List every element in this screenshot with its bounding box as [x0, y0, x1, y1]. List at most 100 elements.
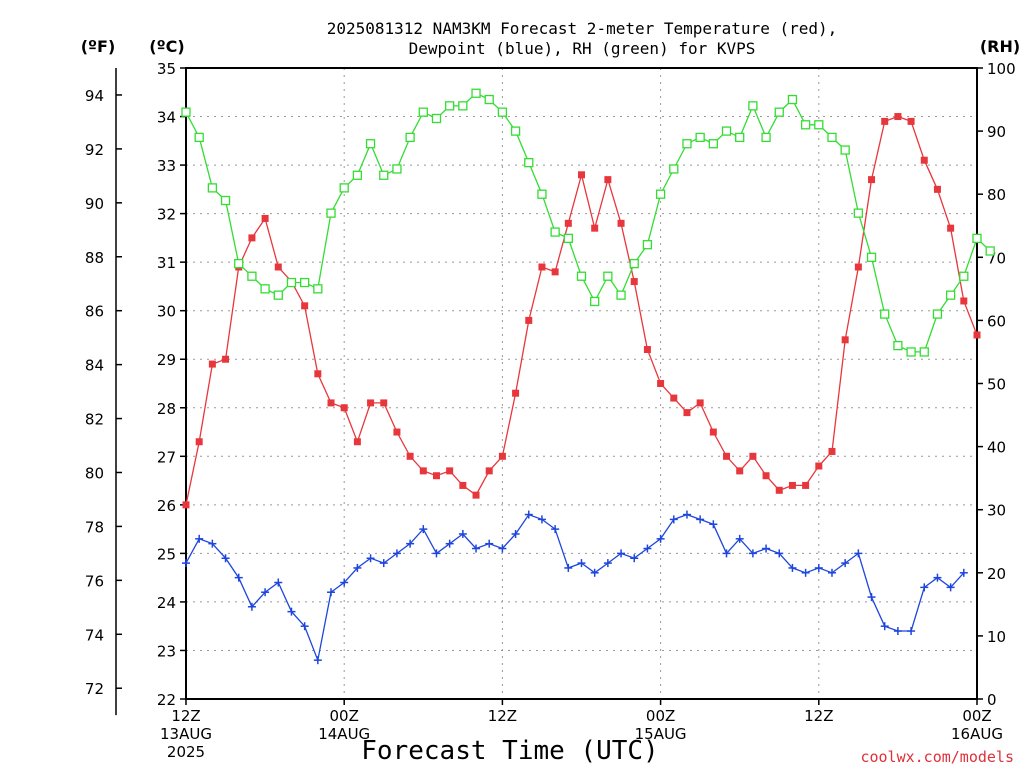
- temperature-point: [222, 355, 230, 363]
- rh-point: [655, 189, 666, 199]
- temperature-point: [709, 428, 717, 436]
- temperature-point: [643, 346, 651, 354]
- fahrenheit-tick-label: 88: [85, 249, 104, 267]
- temperature-point: [920, 156, 928, 164]
- celsius-tick-label: 27: [157, 448, 176, 466]
- rh-point: [392, 164, 402, 174]
- rh-point: [906, 347, 916, 357]
- axes: 22 23 24 25 26 27 28 29 30 31 32 33 34 35 72 74 76 78 80 82…: [85, 60, 1016, 716]
- temperature-point: [446, 467, 454, 475]
- rh-point: [959, 271, 969, 281]
- dewpoint-point: [748, 549, 757, 558]
- celsius-tick-label: 32: [157, 206, 176, 224]
- temperature-point: [591, 224, 599, 232]
- rh-tick-label: 100: [987, 60, 1016, 78]
- temperature-point: [564, 219, 572, 227]
- dewpoint-point: [392, 549, 401, 558]
- rh-point: [985, 246, 995, 256]
- rh-point: [524, 157, 534, 168]
- temperature-point: [208, 360, 216, 368]
- rh-point: [550, 227, 560, 237]
- dewpoint-point: [340, 578, 349, 587]
- series-layer: [181, 88, 995, 665]
- dewpoint-point: [274, 578, 283, 587]
- celsius-tick-label: 33: [157, 157, 176, 175]
- x-tick-label: 00Z: [646, 707, 675, 725]
- fahrenheit-tick-label: 80: [85, 464, 104, 482]
- dewpoint-point: [656, 534, 665, 543]
- temperature-point: [670, 394, 678, 402]
- rh-point: [893, 340, 903, 351]
- temperature-point: [261, 214, 269, 222]
- dewpoint-point: [551, 525, 560, 534]
- dewpoint-point: [261, 588, 270, 597]
- temperature-point: [604, 176, 612, 184]
- rh-point: [787, 94, 798, 105]
- dewpoint-point: [603, 559, 612, 568]
- fahrenheit-tick-label: 82: [85, 411, 104, 429]
- celsius-tick-label: 29: [157, 351, 176, 369]
- x-tick-label: 00Z: [330, 707, 359, 725]
- temperature-point: [393, 428, 401, 436]
- rh-point: [919, 347, 929, 357]
- rh-point: [299, 277, 310, 288]
- temperature-point: [802, 481, 810, 489]
- series-line-rh: [185, 92, 991, 353]
- rh-point: [181, 107, 191, 117]
- celsius-unit-label: (ºC): [149, 37, 184, 56]
- dewpoint-point: [801, 568, 810, 577]
- rh-point: [880, 309, 890, 319]
- dewpoint-point: [182, 559, 190, 568]
- x-tick-label: 12Z: [804, 707, 833, 725]
- rh-point: [458, 101, 468, 111]
- dewpoint-point: [893, 627, 902, 636]
- rh-point: [695, 132, 705, 143]
- celsius-tick-label: 35: [157, 60, 176, 78]
- rh-point: [682, 139, 692, 149]
- rh-point: [207, 183, 218, 193]
- fahrenheit-tick-label: 78: [85, 518, 104, 536]
- rh-tick-label: 60: [987, 312, 1006, 330]
- dewpoint-point: [498, 544, 507, 553]
- dewpoint-point: [472, 544, 481, 553]
- temperature-point: [749, 452, 757, 460]
- temperature-point: [947, 224, 955, 232]
- temperature-point: [788, 481, 796, 489]
- dewpoint-point: [327, 588, 336, 597]
- dewpoint-point: [300, 622, 309, 631]
- rh-point: [945, 290, 956, 300]
- x-tick-label: 14AUG: [318, 725, 370, 743]
- dewpoint-point: [590, 568, 599, 577]
- dewpoint-point: [577, 559, 586, 568]
- x-tick-label: 15AUG: [635, 725, 687, 743]
- fahrenheit-tick-label: 90: [85, 195, 104, 213]
- rh-tick-label: 40: [987, 439, 1006, 457]
- dewpoint-point: [564, 563, 573, 572]
- dewpoint-point: [458, 529, 467, 538]
- temperature-point: [775, 486, 783, 494]
- dewpoint-point: [485, 539, 494, 548]
- temperature-point: [248, 234, 256, 242]
- celsius-tick-label: 30: [157, 303, 176, 321]
- dewpoint-point: [920, 583, 929, 592]
- temperature-point: [696, 399, 704, 407]
- dewpoint-point: [696, 515, 705, 524]
- rh-tick-label: 20: [987, 565, 1006, 583]
- temperature-point: [485, 467, 493, 475]
- rh-point: [379, 170, 389, 180]
- temperature-point: [907, 117, 915, 125]
- temperature-point: [353, 438, 361, 446]
- rh-point: [853, 208, 863, 218]
- dewpoint-point: [287, 607, 296, 616]
- temperature-point: [301, 302, 309, 310]
- rh-point: [563, 233, 573, 244]
- dewpoint-point: [643, 544, 652, 553]
- temperature-point: [960, 297, 968, 305]
- temperature-point: [498, 452, 506, 460]
- temperature-point: [525, 316, 533, 324]
- rh-point: [260, 284, 270, 294]
- temperature-point: [327, 399, 335, 407]
- rh-point: [590, 296, 600, 307]
- rh-point: [445, 101, 455, 111]
